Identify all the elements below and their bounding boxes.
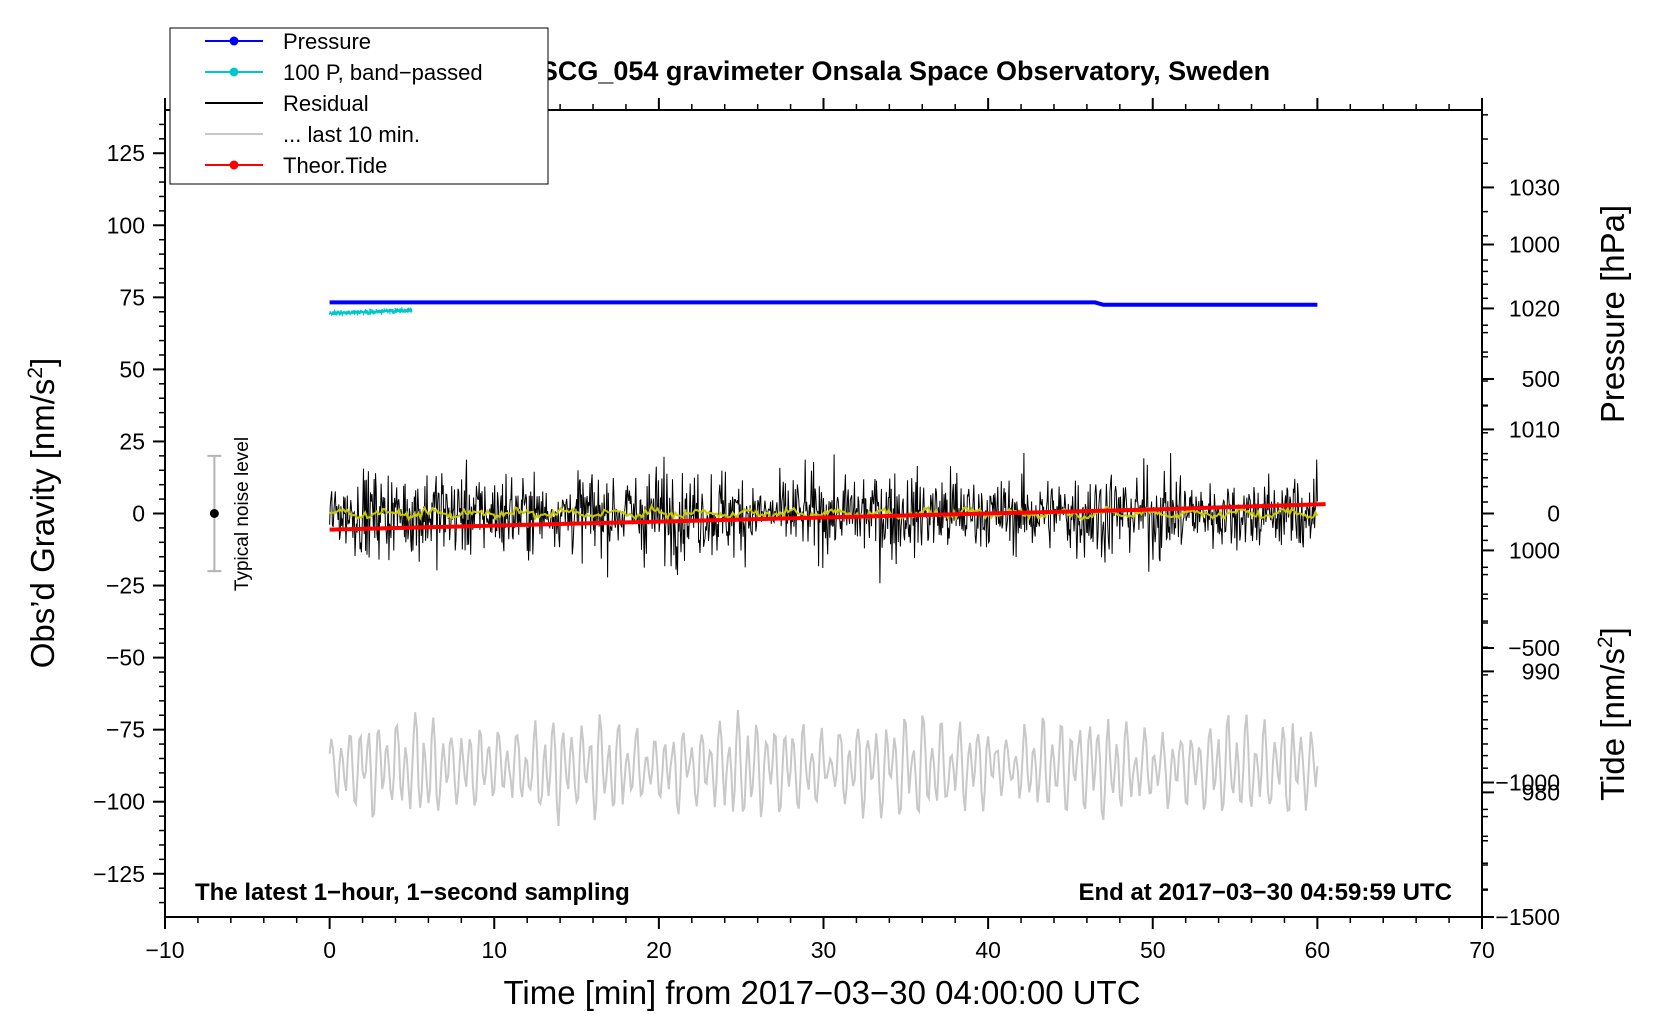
y-left-tick-label: 25 <box>119 428 145 454</box>
y-axis-left-title-base: Obs’d Gravity [nm/s <box>24 379 61 669</box>
legend-label-theor-tide: Theor.Tide <box>283 153 387 178</box>
y-left-tick-label: 125 <box>107 140 145 166</box>
series-line-theor-tide <box>329 502 1326 532</box>
y-axis-pressure-title: Pressure [hPa] <box>1594 205 1631 423</box>
tick-layer: −10 0 10 20 30 40 50 60 701251007550250−25−50−75… <box>93 98 1560 963</box>
x-tick-label: 60 <box>1305 937 1331 963</box>
x-tick-label: 10 <box>481 937 507 963</box>
y-tide-tick-label: −500 <box>1508 635 1560 661</box>
y-left-tick-label: 0 <box>132 501 145 527</box>
legend-label-last-10-min: ... last 10 min. <box>283 122 420 147</box>
y-axis-left-title-end: ] <box>24 358 61 367</box>
legend: Pressure 100 P, band−passed Residual ... la… <box>169 27 549 185</box>
noise-level-dot <box>209 509 219 518</box>
y-pressure-tick-label: 980 <box>1522 779 1560 805</box>
y-left-tick-label: −25 <box>106 573 145 599</box>
y-axis-tide-title-base: Tide [nm/s <box>1594 648 1631 801</box>
y-pressure-tick-label: 1020 <box>1509 295 1560 321</box>
series-line-residual-smoothed <box>329 502 1319 522</box>
y-tide-tick-label: 1000 <box>1509 232 1560 258</box>
y-axis-left-title-sup: 2 <box>24 367 47 379</box>
x-tick-label: −10 <box>145 937 184 963</box>
x-axis-title: Time [min] from 2017−03−30 04:00:00 UTC <box>503 974 1140 1011</box>
x-tick-label: 40 <box>975 937 1001 963</box>
x-tick-label: 20 <box>646 937 672 963</box>
legend-box <box>169 27 549 185</box>
series-line-pressure-band-passed <box>329 307 413 317</box>
y-axis-left-title: Obs’d Gravity [nm/s2] <box>24 358 61 669</box>
x-tick-label: 0 <box>323 937 336 963</box>
y-left-tick-label: 50 <box>119 356 145 382</box>
annotation-sampling: The latest 1−hour, 1−second sampling <box>195 879 630 906</box>
series-line-residual <box>329 452 1318 584</box>
series-line-last-10-min <box>328 709 1319 827</box>
legend-marker-theor-tide <box>229 160 239 170</box>
legend-marker-100-p-band-passed <box>229 67 239 77</box>
y-tide-tick-label: 0 <box>1547 501 1560 527</box>
y-left-tick-label: −125 <box>93 861 145 887</box>
y-axis-tide-title-end: ] <box>1594 627 1631 636</box>
y-pressure-tick-label: 990 <box>1522 658 1560 684</box>
annotation-end-time: End at 2017−03−30 04:59:59 UTC <box>1078 879 1452 906</box>
series-line-pressure <box>329 300 1318 307</box>
legend-marker-pressure <box>229 36 239 46</box>
series-layer <box>328 300 1326 827</box>
chart-title: SCG_054 gravimeter Onsala Space Observat… <box>540 56 1270 86</box>
y-tide-tick-label: −1000 <box>1495 770 1560 796</box>
y-left-tick-label: −100 <box>93 789 145 815</box>
y-axis-tide-title-sup: 2 <box>1594 636 1617 648</box>
x-tick-label: 70 <box>1469 937 1495 963</box>
y-axis-tide-title: Tide [nm/s2] <box>1594 627 1631 801</box>
legend-label-residual: Residual <box>283 91 369 116</box>
y-pressure-tick-label: 1000 <box>1509 537 1560 563</box>
y-pressure-tick-label: 1030 <box>1509 174 1560 200</box>
y-left-tick-label: 75 <box>119 284 145 310</box>
x-tick-label: 30 <box>811 937 837 963</box>
legend-label-pressure: Pressure <box>283 29 371 54</box>
noise-level-indicator: Typical noise level <box>207 437 253 591</box>
y-tide-tick-label: 500 <box>1522 366 1560 392</box>
y-left-tick-label: −75 <box>106 717 145 743</box>
noise-level-label: Typical noise level <box>232 437 253 591</box>
legend-label-100-p-band-passed: 100 P, band−passed <box>283 60 483 85</box>
y-pressure-tick-label: 1010 <box>1509 416 1560 442</box>
x-tick-label: 50 <box>1140 937 1166 963</box>
y-left-tick-label: −50 <box>106 645 145 671</box>
y-left-tick-label: 100 <box>107 212 145 238</box>
y-tide-tick-label: −1500 <box>1495 904 1560 930</box>
